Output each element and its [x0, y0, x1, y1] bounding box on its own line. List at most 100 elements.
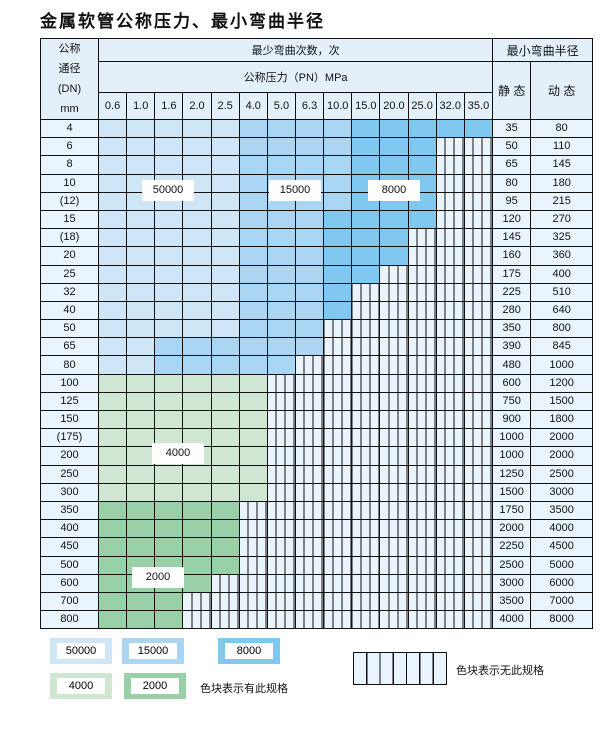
spec-cell-15000	[238, 155, 268, 175]
no-spec-cell	[463, 300, 494, 321]
spec-cell-4000	[126, 409, 156, 430]
pressure-column-header: 6.3	[294, 92, 325, 120]
no-spec-cell	[407, 300, 437, 321]
no-spec-cell	[435, 610, 465, 630]
dn-header-line: 公称	[58, 43, 81, 55]
spec-cell-4000	[210, 482, 240, 502]
no-spec-cell	[182, 591, 212, 612]
table-row: 125 750 1500	[40, 391, 594, 412]
static-radius-cell: 3000	[492, 573, 532, 593]
dn-cell: (12)	[40, 191, 99, 211]
table-row: 450 2250 4500	[40, 537, 594, 557]
no-spec-cell	[407, 228, 437, 248]
spec-cell-8000	[407, 118, 437, 139]
legend-15000: 15000	[122, 638, 184, 664]
no-spec-cell	[407, 282, 437, 302]
table-row: (12) 95 215	[40, 191, 594, 211]
region-label-4000: 4000	[152, 443, 204, 464]
spec-cell-50000	[97, 191, 128, 211]
legend-label: 4000	[57, 678, 105, 694]
spec-cell-50000	[182, 282, 212, 302]
no-spec-cell	[294, 573, 325, 593]
dynamic-radius-cell: 2500	[530, 464, 594, 484]
spec-cell-4000	[126, 391, 156, 412]
no-spec-cell	[351, 464, 381, 484]
table-row: (18) 145 325	[40, 228, 594, 248]
dynamic-radius-cell: 845	[530, 337, 594, 357]
dn-cell: 600	[40, 573, 99, 593]
table-row: 25 175 400	[40, 264, 594, 284]
dynamic-radius-cell: 2000	[530, 428, 594, 448]
spec-cell-15000	[266, 246, 296, 266]
spec-cell-4000	[97, 446, 128, 466]
spec-cell-50000	[97, 209, 128, 230]
dn-cell: 10	[40, 173, 99, 193]
table-row: 32 225 510	[40, 282, 594, 302]
no-spec-cell	[379, 337, 409, 357]
spec-cell-2000	[154, 591, 184, 612]
no-spec-cell	[435, 319, 465, 339]
spec-cell-2000	[210, 555, 240, 575]
no-spec-cell	[379, 428, 409, 448]
spec-cell-4000	[210, 391, 240, 412]
no-spec-cell	[435, 591, 465, 612]
spec-cell-50000	[182, 228, 212, 248]
spec-cell-4000	[182, 409, 212, 430]
spec-cell-2000	[97, 537, 128, 557]
legend-label: 50000	[57, 643, 105, 659]
no-spec-cell	[266, 573, 296, 593]
dynamic-radius-cell: 1500	[530, 391, 594, 412]
spec-cell-2000	[210, 537, 240, 557]
no-spec-cell	[238, 500, 268, 521]
dn-cell: 200	[40, 446, 99, 466]
no-spec-cell	[463, 137, 494, 157]
spec-cell-15000	[238, 337, 268, 357]
static-radius-cell: 160	[492, 246, 532, 266]
no-spec-cell	[463, 319, 494, 339]
spec-cell-15000	[238, 191, 268, 211]
dn-cell: 15	[40, 209, 99, 230]
no-spec-cell	[379, 519, 409, 539]
spec-cell-50000	[182, 209, 212, 230]
pressure-column-header: 0.6	[97, 92, 128, 120]
pressure-column-header: 5.0	[266, 92, 296, 120]
spec-cell-15000	[323, 173, 353, 193]
static-radius-cell: 900	[492, 409, 532, 430]
no-spec-cell	[463, 355, 494, 375]
spec-cell-50000	[210, 137, 240, 157]
no-spec-cell	[266, 409, 296, 430]
no-spec-cell	[266, 537, 296, 557]
no-spec-cell	[463, 409, 494, 430]
no-spec-cell	[210, 610, 240, 630]
dn-header-line: 通径	[58, 63, 81, 75]
spec-cell-8000	[323, 209, 353, 230]
spec-cell-4000	[210, 446, 240, 466]
spec-cell-15000	[266, 264, 296, 284]
no-spec-cell	[379, 300, 409, 321]
spec-cell-15000	[294, 300, 325, 321]
no-spec-cell	[323, 464, 353, 484]
no-spec-cell	[407, 446, 437, 466]
no-spec-cell	[351, 555, 381, 575]
dn-cell: 800	[40, 610, 99, 630]
no-spec-cell	[266, 464, 296, 484]
spec-cell-2000	[97, 500, 128, 521]
spec-cell-15000	[294, 118, 325, 139]
no-spec-cell	[463, 464, 494, 484]
dynamic-radius-cell: 360	[530, 246, 594, 266]
no-spec-cell	[435, 409, 465, 430]
spec-cell-50000	[182, 118, 212, 139]
static-radius-cell: 35	[492, 118, 532, 139]
spec-cell-4000	[126, 446, 156, 466]
no-spec-cell	[379, 282, 409, 302]
spec-cell-50000	[154, 300, 184, 321]
table-row: 15 120 270	[40, 209, 594, 230]
dynamic-radius-cell: 4000	[530, 519, 594, 539]
no-spec-cell	[323, 573, 353, 593]
spec-cell-4000	[154, 482, 184, 502]
no-spec-cell	[379, 591, 409, 612]
no-spec-cell	[323, 610, 353, 630]
spec-cell-4000	[182, 482, 212, 502]
dynamic-radius-cell: 1000	[530, 355, 594, 375]
spec-cell-4000	[154, 373, 184, 393]
